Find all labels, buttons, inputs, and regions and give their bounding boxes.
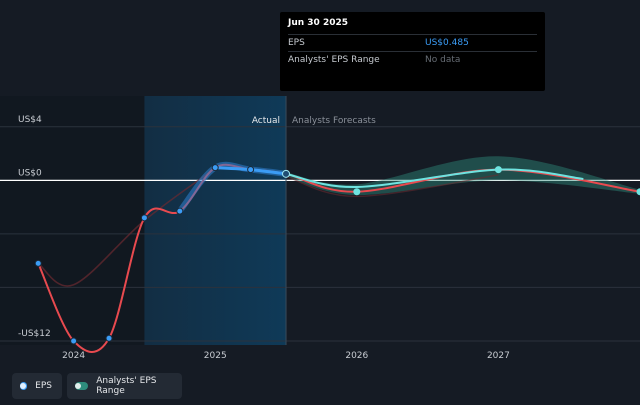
highlight-band [144, 96, 287, 345]
x-tick-label-1: 2025 [204, 351, 227, 361]
x-tick-label-2: 2026 [345, 351, 368, 361]
y-tick-label-2: -US$12 [18, 329, 51, 339]
eps-point-7 [282, 169, 291, 178]
legend-range-label: Analysts' EPS Range [96, 376, 157, 396]
tooltip-range-value: No data [425, 55, 461, 65]
legend-eps-swatch [20, 382, 28, 390]
tooltip-range-label: Analysts' EPS Range [288, 55, 380, 65]
eps-point-4 [176, 207, 184, 215]
eps-point-5 [211, 164, 219, 172]
eps-point-1 [70, 337, 78, 345]
eps-point-9 [494, 166, 502, 174]
eps-point-10 [636, 188, 640, 196]
legend-range[interactable]: Analysts' EPS Range [67, 373, 182, 399]
x-tick-label-0: 2024 [62, 351, 85, 361]
actual-label: Actual [252, 116, 280, 126]
tooltip-eps-label: EPS [288, 38, 305, 48]
tooltip-row-range: Analysts' EPS Range No data [288, 51, 537, 68]
eps-point-3 [140, 214, 148, 222]
tooltip-row-eps: EPS US$0.485 [288, 34, 537, 51]
tooltip: Jun 30 2025 EPS US$0.485 Analysts' EPS R… [280, 12, 545, 91]
eps-history-shadow [37, 167, 216, 287]
eps-point-0 [34, 259, 42, 267]
tooltip-date: Jun 30 2025 [288, 18, 349, 28]
forecast-mean-line [285, 168, 584, 189]
legend-eps[interactable]: EPS [12, 373, 62, 399]
eps-point-6 [247, 166, 255, 174]
eps-point-8 [353, 188, 361, 196]
forecast-label: Analysts Forecasts [292, 116, 376, 126]
y-tick-label-1: US$0 [18, 168, 42, 178]
eps-forecast-shadow [285, 174, 499, 198]
analyst-range-band [286, 156, 640, 196]
past-shade [0, 96, 145, 345]
x-tick-label-3: 2027 [487, 351, 510, 361]
eps-point-2 [105, 334, 113, 342]
legend-eps-label: EPS [35, 381, 52, 391]
tooltip-eps-value: US$0.485 [425, 38, 469, 48]
y-tick-label-0: US$4 [18, 115, 42, 125]
legend-range-swatch [75, 382, 89, 390]
